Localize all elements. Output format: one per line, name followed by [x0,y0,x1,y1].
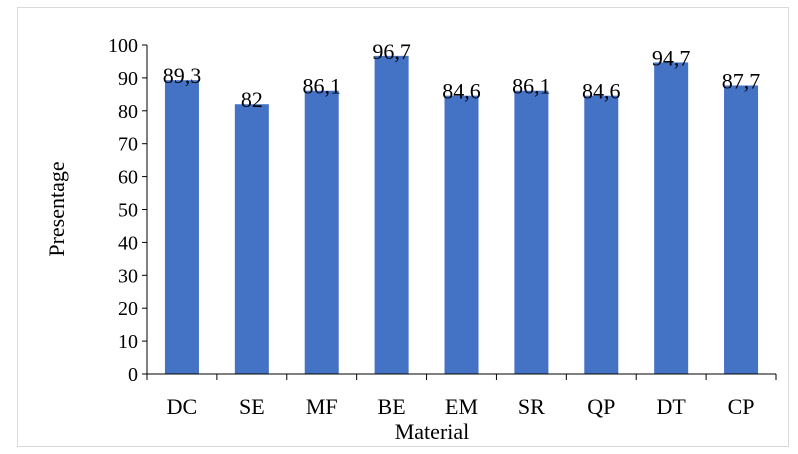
axes-layer [142,44,777,380]
bars-layer [164,55,759,375]
x-tick-label: DT [657,394,687,419]
data-label: 86,1 [512,74,551,99]
data-label: 87,7 [722,68,761,93]
x-tick-label: CP [728,394,755,419]
y-tick-label: 90 [118,68,138,90]
y-tick-label: 50 [118,200,138,222]
y-tick-label: 80 [118,101,138,123]
y-tick-label: 100 [108,35,138,57]
x-tick-label: SR [518,394,545,419]
x-tick-label: MF [306,394,338,419]
data-label: 86,1 [302,74,341,99]
x-tick-label: DC [167,394,198,419]
data-label: 82 [241,87,263,112]
bar-em [444,95,479,374]
labels-layer: 0 10 20 30 40 50 60 70 80 90 100 DC SE MF BE EM SR QP DT CP… [108,35,760,419]
bar-qp [584,95,619,374]
x-tick-label: BE [378,394,406,419]
bar-be [374,55,409,375]
y-tick-label: 20 [118,298,138,320]
data-label: 89,3 [163,63,202,88]
x-tick-label: QP [587,394,615,419]
y-tick-label: 70 [118,134,138,156]
bar-cp [724,85,759,374]
y-axis-title: Presentage [44,161,69,256]
y-tick-label: 60 [118,167,138,189]
data-label: 94,7 [652,45,691,70]
x-tick-label: SE [239,394,265,419]
x-tick-label: EM [445,394,478,419]
data-label: 96,7 [372,39,411,64]
x-axis-title: Material [395,419,470,444]
bar-mf [304,90,339,374]
data-label: 84,6 [442,79,481,104]
y-tick-label: 40 [118,232,138,254]
data-label: 84,6 [582,79,621,104]
bar-sr [514,90,549,374]
y-tick-label: 30 [118,265,138,287]
y-tick-label: 10 [118,331,138,353]
y-tick-label: 0 [128,364,138,386]
bar-dc [164,80,199,374]
bar-se [234,104,269,374]
bar-dt [654,62,689,374]
